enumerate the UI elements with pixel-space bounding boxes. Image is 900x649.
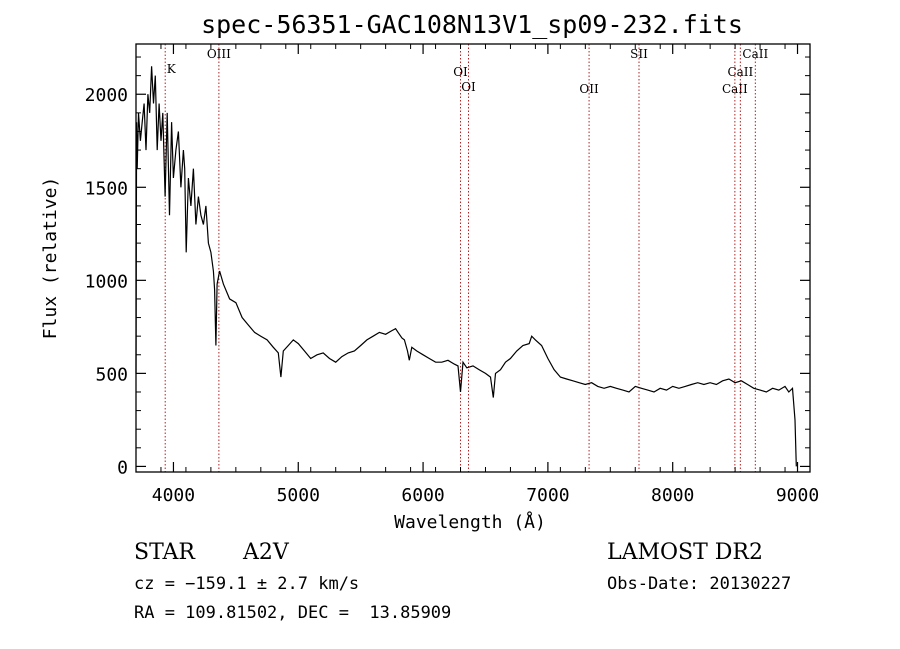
y-tick-label: 1500 <box>85 178 128 199</box>
x-tick-label: 5000 <box>277 485 320 506</box>
y-axis-label: Flux (relative) <box>40 177 61 340</box>
x-axis-label: Wavelength (Å) <box>394 511 546 533</box>
x-tick-label: 6000 <box>401 485 444 506</box>
y-tick-label: 1000 <box>85 271 128 292</box>
x-axis-ticks: 4000 5000 6000 7000 8000 9000 <box>135 44 819 506</box>
x-tick-label: 9000 <box>776 485 819 506</box>
spectral-line-label: OI <box>453 65 468 79</box>
survey-name: LAMOST DR2 <box>607 540 763 565</box>
observation-date: Obs-Date: 20130227 <box>607 574 792 594</box>
redshift-readout: cz = −159.1 ± 2.7 km/s <box>134 574 360 594</box>
spectral-line-label: OII <box>579 82 599 96</box>
chart-title: spec-56351-GAC108N13V1_sp09-232.fits <box>201 10 743 39</box>
spectrum-line <box>135 66 797 467</box>
object-subclass: A2V <box>243 540 289 565</box>
y-tick-label: 0 <box>117 457 128 478</box>
spectral-line-label: SII <box>630 47 648 61</box>
spectral-line-label: CaII <box>742 47 768 61</box>
x-tick-label: 8000 <box>651 485 694 506</box>
plot-frame <box>135 43 811 473</box>
coordinates-readout: RA = 109.81502, DEC = 13.85909 <box>134 603 452 623</box>
spectral-line-label: OI <box>461 80 476 94</box>
spectral-line-label: K <box>167 62 177 76</box>
x-tick-label: 7000 <box>526 485 569 506</box>
y-axis-ticks: 0 500 1000 1500 2000 <box>85 56 810 478</box>
x-tick-label: 4000 <box>152 485 195 506</box>
object-class: STAR <box>134 540 195 565</box>
y-tick-label: 500 <box>95 364 128 385</box>
y-tick-label: 2000 <box>85 85 128 106</box>
spectral-line-label: CaII <box>722 82 748 96</box>
spectral-line-label: CaII <box>727 65 753 79</box>
spectral-line-label: OIII <box>207 47 231 61</box>
